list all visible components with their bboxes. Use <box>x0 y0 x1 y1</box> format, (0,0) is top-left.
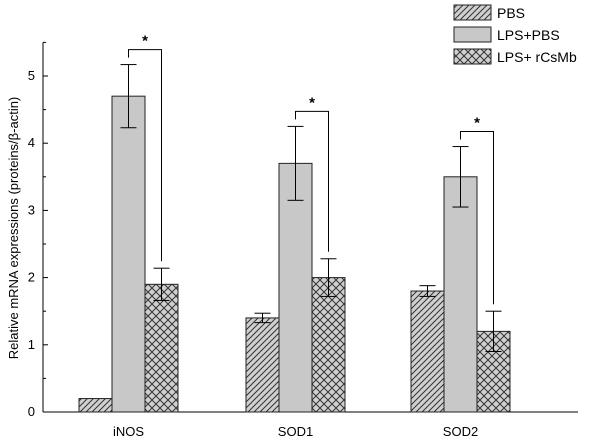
significance-bracket <box>128 49 162 262</box>
bar <box>311 277 346 413</box>
y-tick-label: 1 <box>28 337 35 352</box>
y-tick-label: 5 <box>28 68 35 83</box>
legend-label: LPS+ rCsMb <box>497 49 577 65</box>
significance-bracket <box>460 131 494 305</box>
y-axis-title: Relative mRNA expressions (proteins/β-ac… <box>6 97 21 360</box>
significance-bracket <box>295 110 329 252</box>
y-tick-label: 3 <box>28 202 35 217</box>
significance-label: * <box>474 115 480 132</box>
legend-swatch <box>453 4 492 21</box>
legend-swatch <box>453 48 492 65</box>
x-tick-label: SOD1 <box>278 424 313 439</box>
plot-area: 0 1 2 3 4 5 iNOS SOD1 SOD2 * * * <box>28 33 578 439</box>
bar <box>443 176 478 413</box>
x-tick-label: iNOS <box>113 424 144 439</box>
bar <box>410 290 445 413</box>
bar <box>144 283 179 413</box>
y-tick-label: 4 <box>28 135 35 150</box>
y-tick-label: 0 <box>28 404 35 419</box>
legend-swatch <box>453 26 492 43</box>
legend-label: PBS <box>497 5 525 21</box>
bar <box>245 317 280 413</box>
x-tick-label: SOD2 <box>443 424 478 439</box>
bar <box>78 398 113 413</box>
bar <box>111 95 146 413</box>
y-tick-label: 2 <box>28 270 35 285</box>
bar <box>278 162 313 413</box>
legend-label: LPS+PBS <box>497 27 560 43</box>
significance-label: * <box>142 33 148 50</box>
significance-label: * <box>309 94 315 111</box>
legend: PBS LPS+PBS LPS+ rCsMb <box>453 4 577 65</box>
